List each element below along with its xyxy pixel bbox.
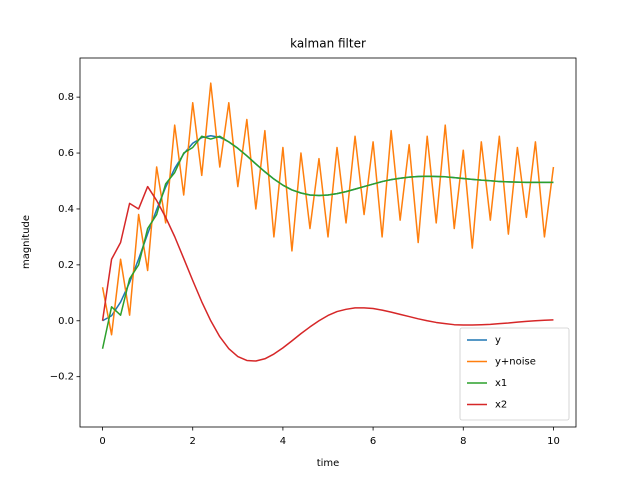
y-tick-label: −0.2 [50, 372, 74, 383]
legend-label: x2 [495, 400, 507, 411]
series-line [101, 82, 555, 336]
series-line [101, 135, 554, 349]
x-tick-label: 4 [280, 436, 286, 447]
series-line [101, 185, 554, 362]
x-tick-label: 2 [190, 436, 196, 447]
x-tick-label: 10 [547, 436, 560, 447]
x-axis-label: time [317, 458, 340, 469]
y-axis-label: magnitude [21, 215, 32, 269]
plot-frame [79, 57, 577, 428]
y-tick-label: 0.8 [58, 92, 74, 103]
legend-label: y+noise [495, 357, 536, 368]
y-tick-label: 0.2 [58, 260, 74, 271]
chart-title: kalman filter [290, 37, 366, 51]
legend-label: y [495, 335, 501, 346]
x-tick-label: 0 [99, 436, 105, 447]
x-tick-label: 6 [370, 436, 376, 447]
y-tick-label: 0.6 [58, 148, 74, 159]
y-tick-label: 0.4 [58, 204, 74, 215]
x-tick-label: 8 [460, 436, 466, 447]
legend-label: x1 [495, 378, 507, 389]
y-tick-label: 0.0 [58, 316, 74, 327]
legend-box [459, 327, 570, 421]
